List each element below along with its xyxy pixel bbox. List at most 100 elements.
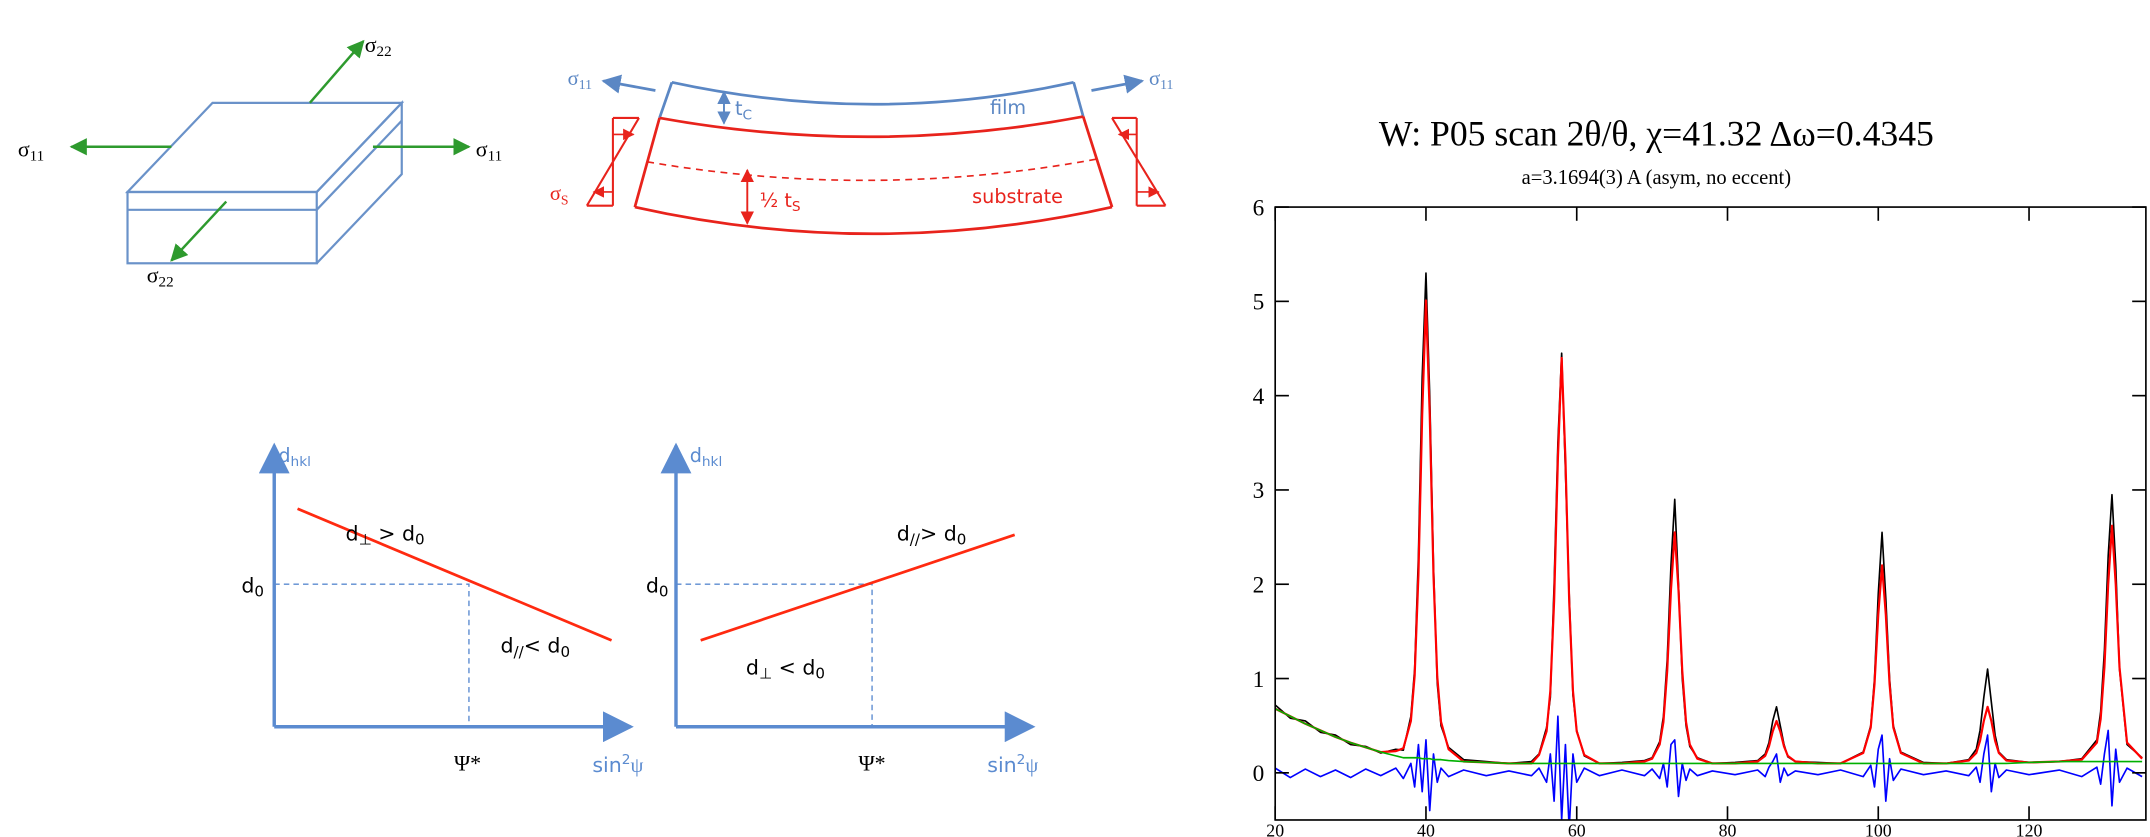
- film-bending: [585, 74, 1167, 236]
- x-tick-label: 20: [1266, 820, 1284, 837]
- y-axis-label: dhkl: [278, 444, 311, 470]
- y-tick-label: 3: [1253, 478, 1265, 504]
- label-part: ψ: [1025, 755, 1038, 777]
- d0-label: d0: [646, 573, 669, 600]
- label-part: 22: [377, 44, 392, 60]
- substrate-side: [633, 116, 1114, 208]
- label-part: 0: [659, 582, 669, 600]
- sigma-label: σ22: [147, 262, 174, 290]
- film-side: [658, 81, 1085, 119]
- film-label: film: [990, 96, 1026, 119]
- label-part: > d: [372, 521, 415, 545]
- arrow: [308, 39, 365, 104]
- label-part: σ: [1149, 68, 1160, 90]
- line-label: d⊥ < d0: [746, 656, 825, 683]
- label-part: ⊥: [359, 530, 372, 548]
- stress-profile: [585, 116, 640, 207]
- axes: [272, 448, 628, 729]
- y-tick-label: 1: [1253, 667, 1265, 693]
- label-part: 22: [159, 275, 174, 291]
- label-part: S: [792, 199, 801, 215]
- psi-star: Ψ*: [454, 751, 481, 776]
- line-label: d//> d0: [897, 521, 967, 548]
- film-labels: σ11 σ11 tC film σS ½ tS substrate: [550, 68, 1174, 215]
- label-part: t: [735, 97, 743, 120]
- sigma-label: σ11: [18, 136, 44, 164]
- label-part: 11: [579, 77, 592, 92]
- box-side: [315, 100, 403, 265]
- substrate-label: substrate: [972, 185, 1063, 208]
- label-part: σ: [365, 32, 377, 57]
- label-part: d: [746, 656, 759, 680]
- plot-right: dhkl d0 d//> d0 d⊥ < d0 Ψ* sin2ψ: [646, 442, 1038, 777]
- series-line: [1275, 299, 2143, 765]
- xrd-chart: W: P05 scan 2θ/θ, χ=41.32 Δω=0.4345 a=3.…: [1253, 113, 2147, 837]
- y-tick-label: 4: [1253, 384, 1265, 410]
- strain-line: [700, 533, 1016, 642]
- label-part: d: [646, 573, 659, 597]
- series-line: [1275, 715, 2143, 820]
- substrate-bottom: [634, 205, 1113, 236]
- d0-label: d0: [241, 573, 264, 600]
- y-tick-label: 6: [1253, 195, 1265, 221]
- x-tick-label: 40: [1417, 820, 1435, 837]
- label-part: > d: [920, 521, 957, 545]
- chart-title: W: P05 scan 2θ/θ, χ=41.32 Δω=0.4345: [1379, 113, 1934, 153]
- label-part: 0: [254, 582, 264, 600]
- sigma-label: σ11: [476, 136, 502, 164]
- label-part: d: [897, 521, 910, 545]
- x-axis-label: sin2ψ: [592, 752, 643, 777]
- label-part: d: [278, 444, 290, 467]
- x-tick-label: 100: [1865, 820, 1892, 837]
- label-part: 2: [1017, 752, 1026, 768]
- label-part: σ: [18, 136, 30, 161]
- label-part: σ: [568, 68, 579, 90]
- sigma-label: σS: [550, 183, 569, 207]
- label-part: 0: [415, 530, 425, 548]
- label-part: 0: [957, 530, 967, 548]
- x-tick-label: 80: [1719, 820, 1737, 837]
- y-tick-label: 2: [1253, 572, 1265, 598]
- stress-box: [124, 100, 405, 265]
- x-tick-label: 120: [2016, 820, 2043, 837]
- box-side-layer: [315, 119, 403, 211]
- stress-arrows: [69, 39, 471, 262]
- label-part: //: [910, 530, 921, 548]
- thickness-label: ½ tS: [760, 189, 801, 215]
- y-tick-label: 0: [1253, 761, 1265, 787]
- label-part: //: [514, 643, 525, 661]
- label-part: < d: [524, 634, 561, 658]
- label-part: 11: [30, 148, 45, 164]
- arrow: [170, 200, 228, 262]
- label-part: sin: [987, 753, 1016, 777]
- label-part: ψ: [631, 755, 644, 777]
- label-part: d: [241, 573, 254, 597]
- x-axis-label: sin2ψ: [987, 752, 1038, 777]
- label-part: hkl: [291, 454, 311, 470]
- label-part: ⊥: [759, 665, 772, 683]
- label-part: hkl: [702, 454, 722, 470]
- label-part: σ: [550, 183, 561, 205]
- label-part: C: [742, 107, 752, 123]
- line-label: d⊥ > d0: [346, 521, 425, 548]
- series-line: [1275, 272, 2143, 765]
- stress-profile: [1111, 116, 1167, 207]
- label-part: ½ t: [760, 189, 793, 212]
- sigma-label: σ11: [568, 68, 592, 92]
- x-tick-label: 60: [1568, 820, 1586, 837]
- plot-left: dhkl d0 d⊥ > d0 d//< d0 Ψ* sin2ψ: [241, 442, 644, 777]
- label-part: 11: [488, 148, 503, 164]
- arrow: [1091, 74, 1145, 94]
- guide: [274, 583, 470, 727]
- label-part: 0: [815, 665, 825, 683]
- sigma-label: σ22: [365, 32, 392, 60]
- thickness-label: tC: [735, 97, 752, 123]
- arrow: [601, 74, 656, 94]
- y-axis-label: dhkl: [690, 444, 723, 470]
- series-line: [1275, 707, 2143, 765]
- plot-frame: [1274, 206, 2147, 821]
- line-label: d//< d0: [500, 634, 570, 661]
- label-part: σ: [147, 262, 159, 287]
